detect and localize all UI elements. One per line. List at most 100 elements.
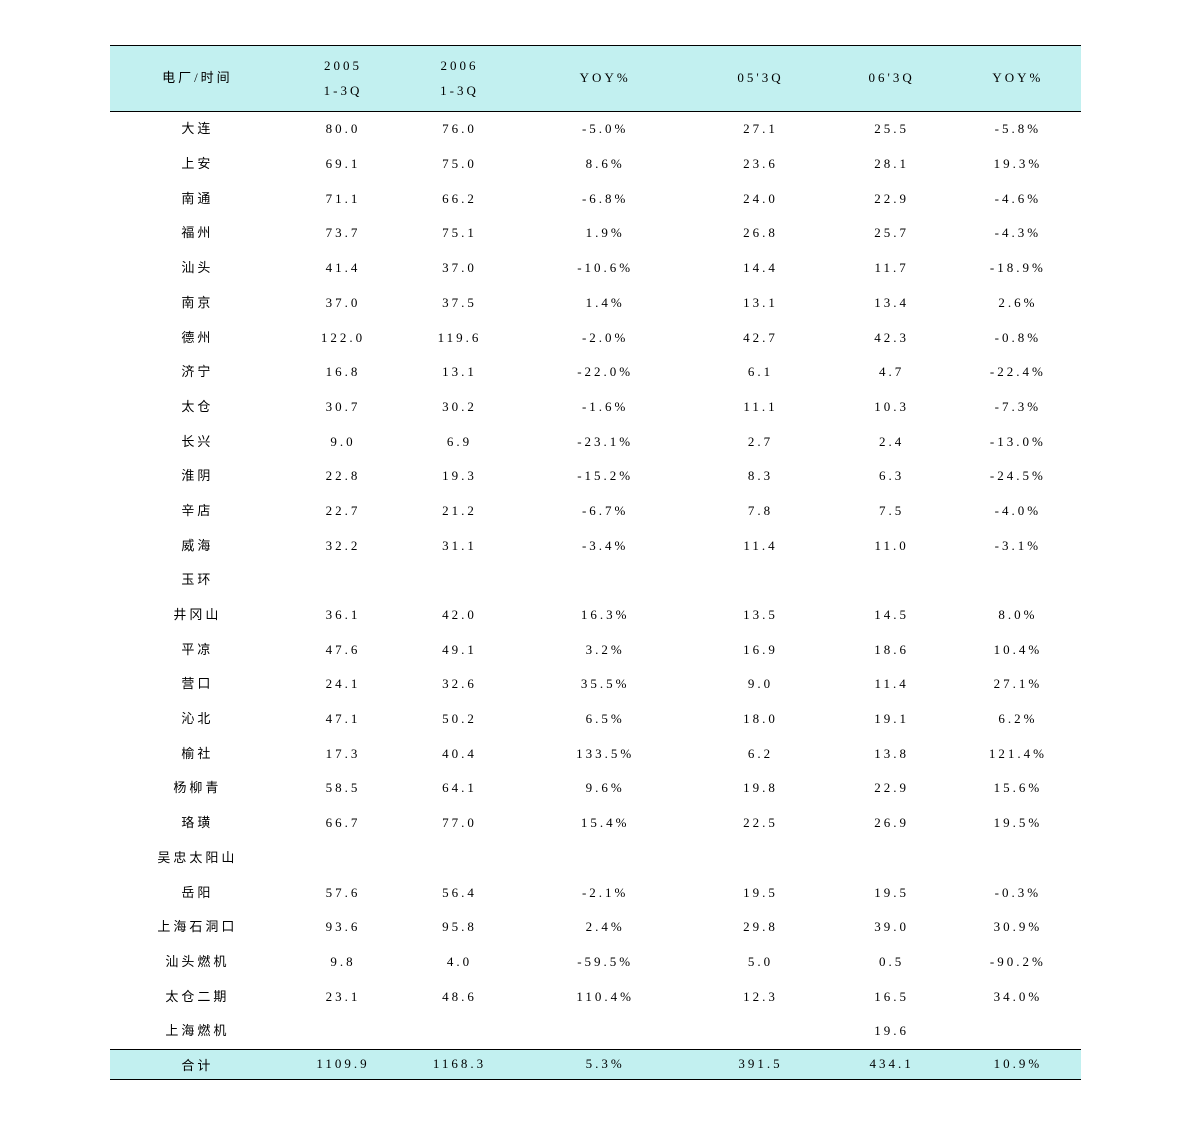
table-row: 上安69.175.08.6%23.628.119.3% [110, 147, 1081, 182]
table-footer: 合计 1109.9 1168.3 5.3% 391.5 434.1 10.9% [110, 1049, 1081, 1079]
cell-v2: 21.2 [401, 494, 518, 529]
cell-yoy1: 15.4% [518, 806, 693, 841]
cell-yoy2 [955, 1014, 1081, 1049]
cell-yoy2 [955, 841, 1081, 876]
cell-v3: 16.9 [693, 633, 829, 668]
cell-name: 大连 [110, 112, 285, 147]
table-row: 南通71.166.2-6.8%24.022.9-4.6% [110, 182, 1081, 217]
cell-v4: 4.7 [829, 355, 955, 390]
cell-v4: 11.0 [829, 529, 955, 564]
table-row: 平凉47.649.13.2%16.918.610.4% [110, 633, 1081, 668]
cell-v4: 10.3 [829, 390, 955, 425]
cell-v1: 73.7 [285, 216, 402, 251]
cell-yoy2: 15.6% [955, 771, 1081, 806]
cell-v3: 9.0 [693, 667, 829, 702]
table-row: 井冈山36.142.016.3%13.514.58.0% [110, 598, 1081, 633]
cell-v2 [401, 841, 518, 876]
cell-name: 珞璜 [110, 806, 285, 841]
cell-name: 井冈山 [110, 598, 285, 633]
cell-v2: 76.0 [401, 112, 518, 147]
cell-v3: 7.8 [693, 494, 829, 529]
cell-v4: 18.6 [829, 633, 955, 668]
cell-v1: 47.6 [285, 633, 402, 668]
table-row: 大连80.076.0-5.0%27.125.5-5.8% [110, 112, 1081, 147]
cell-v1: 41.4 [285, 251, 402, 286]
cell-v3: 6.2 [693, 737, 829, 772]
cell-v1: 37.0 [285, 286, 402, 321]
cell-name: 德州 [110, 321, 285, 356]
cell-v2: 31.1 [401, 529, 518, 564]
cell-yoy1: 2.4% [518, 910, 693, 945]
cell-v1: 71.1 [285, 182, 402, 217]
cell-name: 南通 [110, 182, 285, 217]
cell-v3: 13.1 [693, 286, 829, 321]
cell-v3 [693, 1014, 829, 1049]
cell-yoy1: 8.6% [518, 147, 693, 182]
header-period1: 2005 1-3Q [285, 46, 402, 112]
cell-yoy2: -22.4% [955, 355, 1081, 390]
cell-v3: 13.5 [693, 598, 829, 633]
cell-v3: 12.3 [693, 980, 829, 1015]
cell-v2: 32.6 [401, 667, 518, 702]
cell-name: 长兴 [110, 425, 285, 460]
cell-v3: 11.4 [693, 529, 829, 564]
cell-yoy2: -5.8% [955, 112, 1081, 147]
cell-v2: 42.0 [401, 598, 518, 633]
table-row: 福州73.775.11.9%26.825.7-4.3% [110, 216, 1081, 251]
cell-v4: 25.7 [829, 216, 955, 251]
cell-v2: 75.1 [401, 216, 518, 251]
cell-v2 [401, 563, 518, 598]
cell-v1: 36.1 [285, 598, 402, 633]
table-row: 吴忠太阳山 [110, 841, 1081, 876]
cell-v3: 5.0 [693, 945, 829, 980]
cell-v3 [693, 563, 829, 598]
table-row: 长兴9.06.9-23.1%2.72.4-13.0% [110, 425, 1081, 460]
table-row: 济宁16.813.1-22.0%6.14.7-22.4% [110, 355, 1081, 390]
cell-v1: 58.5 [285, 771, 402, 806]
cell-yoy2: 2.6% [955, 286, 1081, 321]
cell-v1: 23.1 [285, 980, 402, 1015]
cell-yoy1: -10.6% [518, 251, 693, 286]
cell-v4: 16.5 [829, 980, 955, 1015]
table-row: 南京37.037.51.4%13.113.42.6% [110, 286, 1081, 321]
cell-v2: 77.0 [401, 806, 518, 841]
cell-v1: 32.2 [285, 529, 402, 564]
cell-v1: 16.8 [285, 355, 402, 390]
cell-name: 汕头燃机 [110, 945, 285, 980]
cell-v3: 27.1 [693, 112, 829, 147]
cell-yoy1 [518, 563, 693, 598]
cell-v2: 37.0 [401, 251, 518, 286]
cell-yoy1: 16.3% [518, 598, 693, 633]
cell-yoy1: -1.6% [518, 390, 693, 425]
cell-v1: 24.1 [285, 667, 402, 702]
cell-v4: 2.4 [829, 425, 955, 460]
cell-v1: 122.0 [285, 321, 402, 356]
cell-yoy1: 110.4% [518, 980, 693, 1015]
cell-name: 吴忠太阳山 [110, 841, 285, 876]
cell-name: 南京 [110, 286, 285, 321]
cell-name: 太仓 [110, 390, 285, 425]
table-row: 上海石洞口93.695.82.4%29.839.030.9% [110, 910, 1081, 945]
cell-name: 上安 [110, 147, 285, 182]
cell-yoy2: -18.9% [955, 251, 1081, 286]
table-body: 大连80.076.0-5.0%27.125.5-5.8%上安69.175.08.… [110, 112, 1081, 1050]
cell-yoy1: -2.1% [518, 876, 693, 911]
cell-v1: 80.0 [285, 112, 402, 147]
cell-v4: 19.1 [829, 702, 955, 737]
cell-v2: 56.4 [401, 876, 518, 911]
cell-v3: 22.5 [693, 806, 829, 841]
cell-v3: 19.5 [693, 876, 829, 911]
table-header: 电厂/时间 2005 1-3Q 2006 1-3Q YOY% 05'3Q 06'… [110, 46, 1081, 112]
table-row: 辛店22.721.2-6.7%7.87.5-4.0% [110, 494, 1081, 529]
cell-v3: 8.3 [693, 459, 829, 494]
cell-v3: 6.1 [693, 355, 829, 390]
cell-v4: 14.5 [829, 598, 955, 633]
cell-name: 太仓二期 [110, 980, 285, 1015]
cell-yoy1 [518, 1014, 693, 1049]
cell-name: 榆社 [110, 737, 285, 772]
cell-v4: 22.9 [829, 771, 955, 806]
footer-yoy1: 5.3% [518, 1049, 693, 1079]
header-yoy2: YOY% [955, 46, 1081, 112]
cell-v2: 30.2 [401, 390, 518, 425]
cell-yoy1 [518, 841, 693, 876]
